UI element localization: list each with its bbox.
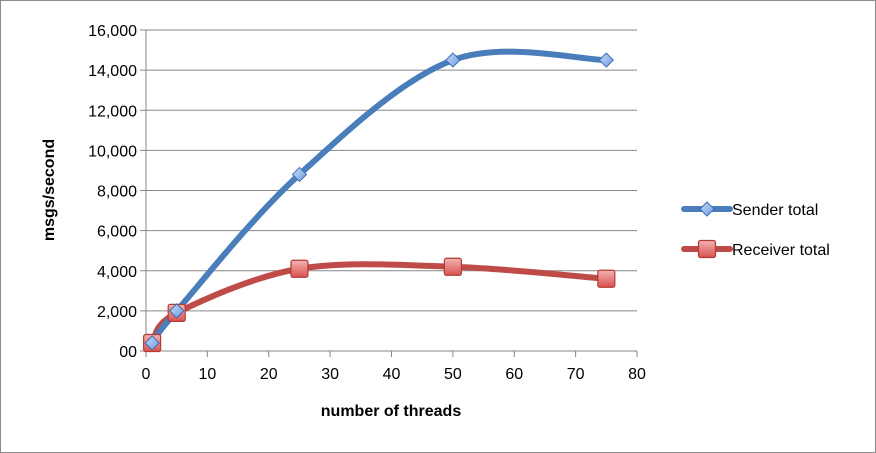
series-line-1 — [149, 261, 610, 346]
series-line-0 — [149, 48, 610, 346]
data-point-square — [290, 259, 309, 278]
x-tick-label: 80 — [628, 366, 646, 383]
y-tick-label: 14,000 — [88, 63, 137, 80]
x-tick-label: 60 — [505, 366, 523, 383]
y-tick-label: 00 — [119, 344, 137, 361]
y-tick-label: 2,000 — [97, 304, 137, 321]
y-tick-label: 4,000 — [97, 264, 137, 281]
y-tick-label: 10,000 — [88, 143, 137, 160]
series-layer — [143, 48, 616, 353]
data-point-diamond — [168, 303, 185, 319]
data-point-square — [597, 269, 616, 288]
y-axis-title: msgs/second — [41, 139, 58, 241]
x-tick-label: 40 — [383, 366, 401, 383]
y-axis-ticks: 00 2,000 4,000 6,000 8,000 10,000 12,000 14,000… — [88, 23, 146, 361]
x-tick-label: 30 — [321, 366, 339, 383]
data-point-diamond — [598, 52, 615, 68]
x-tick-label: 20 — [260, 366, 278, 383]
legend-marker-square — [697, 239, 717, 259]
data-point-diamond — [291, 166, 308, 183]
legend-label: Receiver total — [732, 242, 830, 259]
x-axis-ticks: 0 10 20 30 40 50 60 70 80 — [142, 351, 646, 383]
data-point-diamond — [445, 52, 461, 68]
y-tick-label: 12,000 — [88, 103, 137, 120]
y-tick-label: 6,000 — [97, 224, 137, 241]
y-tick-label: 16,000 — [88, 23, 137, 40]
data-point-square — [443, 257, 462, 276]
x-axis-title: number of threads — [321, 403, 462, 420]
x-tick-label: 0 — [142, 366, 151, 383]
gridlines — [146, 29, 637, 312]
y-tick-label: 8,000 — [97, 184, 137, 201]
legend: Sender total Receiver total — [681, 201, 830, 259]
x-tick-label: 50 — [444, 366, 462, 383]
legend-marker-diamond — [699, 201, 715, 217]
legend-label: Sender total — [732, 202, 818, 219]
x-tick-label: 10 — [198, 366, 216, 383]
x-tick-label: 70 — [567, 366, 585, 383]
data-point-diamond — [144, 335, 160, 351]
